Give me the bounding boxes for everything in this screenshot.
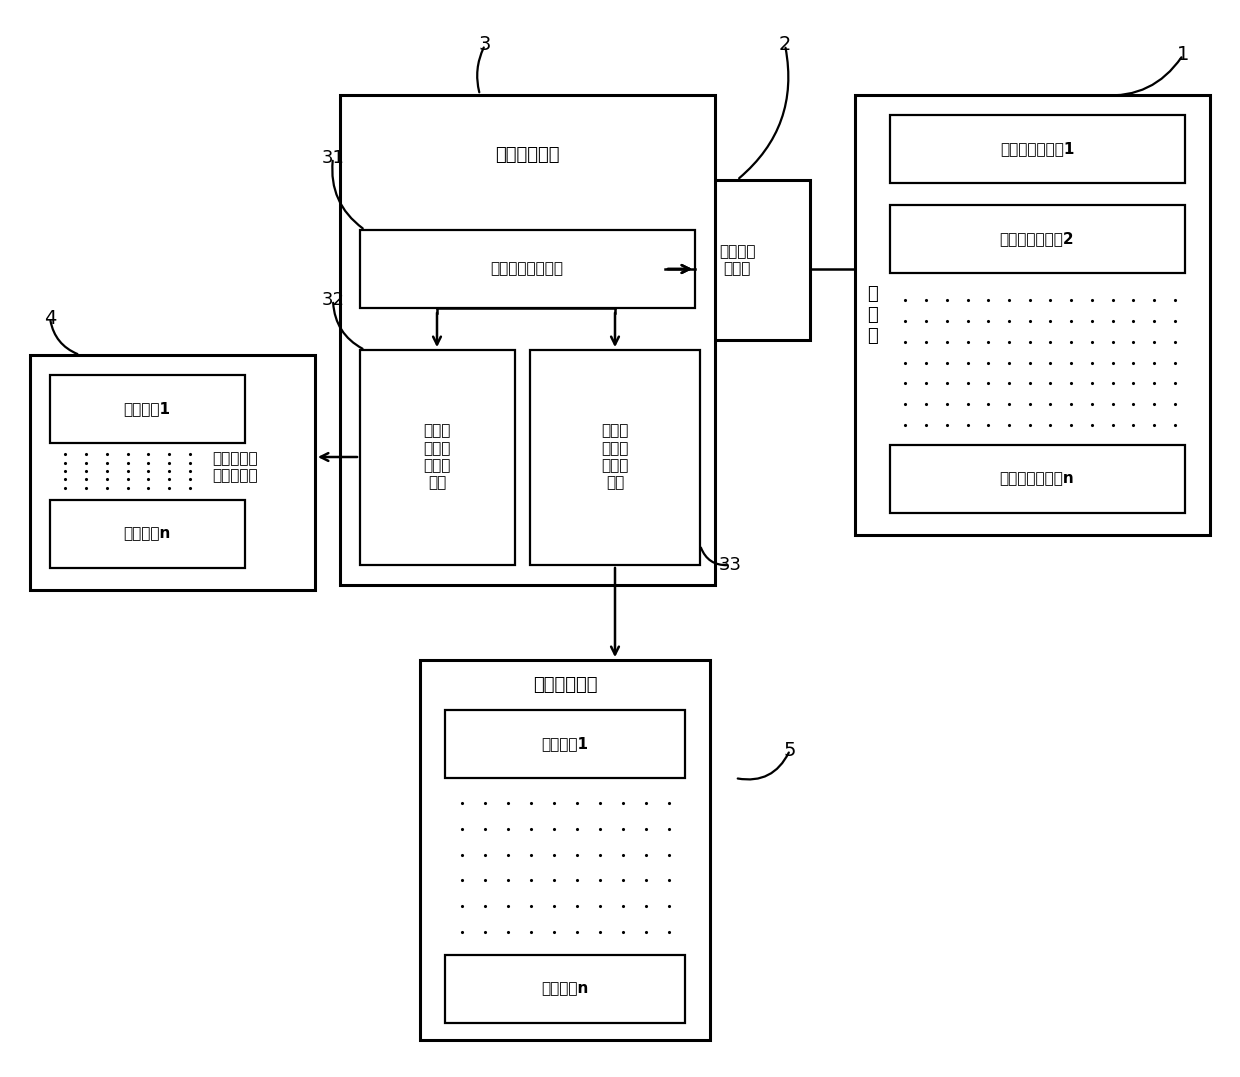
Text: 叫料信号输入点2: 叫料信号输入点2 — [999, 232, 1074, 247]
Text: 数据处理中心: 数据处理中心 — [495, 146, 559, 164]
Text: 4: 4 — [43, 308, 56, 327]
Text: 33: 33 — [718, 556, 742, 574]
Bar — [340, 95, 715, 585]
Text: 搅拌主机1: 搅拌主机1 — [124, 402, 171, 417]
Text: 31: 31 — [321, 149, 345, 167]
Text: 32: 32 — [321, 291, 345, 309]
Bar — [30, 355, 315, 590]
Text: 混凝土
生产任
务排序
模块: 混凝土 生产任 务排序 模块 — [423, 423, 450, 491]
Bar — [360, 350, 515, 565]
Bar — [665, 180, 810, 340]
Bar — [529, 350, 701, 565]
Bar — [445, 710, 684, 778]
Text: 鱼雷罐车1: 鱼雷罐车1 — [542, 737, 589, 752]
Bar — [856, 95, 1210, 535]
Bar — [50, 375, 246, 443]
Text: 混凝土搅拌
站控制中心: 混凝土搅拌 站控制中心 — [212, 451, 258, 484]
Bar — [890, 205, 1185, 272]
Text: 5: 5 — [784, 741, 796, 759]
Text: 叫料信号输入点n: 叫料信号输入点n — [999, 472, 1074, 487]
Bar — [890, 445, 1185, 513]
Text: 叫料信息统计模块: 叫料信息统计模块 — [491, 262, 563, 277]
Bar — [890, 115, 1185, 183]
Bar — [50, 500, 246, 568]
Text: 3: 3 — [479, 36, 491, 55]
Text: 以太网通
讯模块: 以太网通 讯模块 — [719, 243, 755, 276]
Bar — [445, 955, 684, 1023]
Text: 1: 1 — [1177, 45, 1189, 65]
Text: 叫
料
点: 叫 料 点 — [868, 285, 878, 345]
Bar — [420, 660, 711, 1040]
Text: 搅拌主机n: 搅拌主机n — [123, 527, 171, 542]
Text: 鱼雷罐车n: 鱼雷罐车n — [542, 981, 589, 996]
Bar — [360, 230, 694, 308]
Text: 鱼雷罐控制器: 鱼雷罐控制器 — [533, 676, 598, 694]
Text: 2: 2 — [779, 36, 791, 55]
Text: 鱼雷罐
输送任
务分配
模块: 鱼雷罐 输送任 务分配 模块 — [601, 423, 629, 491]
Text: 叫料信号输入点1: 叫料信号输入点1 — [999, 141, 1074, 156]
